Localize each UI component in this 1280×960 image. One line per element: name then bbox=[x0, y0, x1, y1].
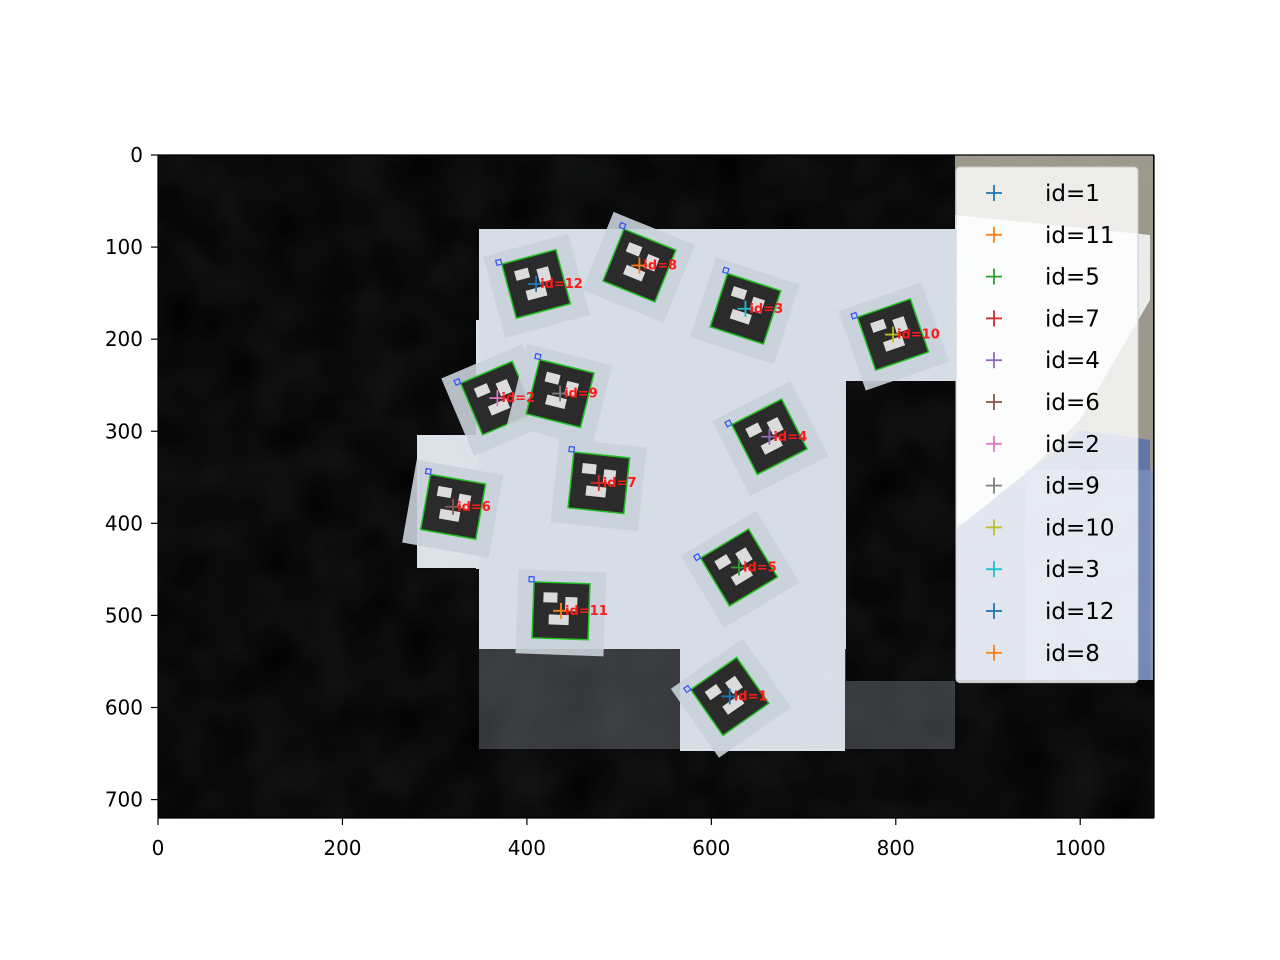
marker-label: id=12 bbox=[540, 277, 583, 292]
marker-id=2: id=2 bbox=[489, 390, 535, 407]
legend-entry: id=9 bbox=[986, 474, 1100, 500]
marker-label: id=10 bbox=[897, 328, 940, 343]
marker-label: id=9 bbox=[564, 386, 598, 401]
marker-id=4: id=4 bbox=[761, 428, 807, 445]
legend-label: id=5 bbox=[1045, 265, 1100, 291]
marker-label: id=7 bbox=[603, 476, 637, 491]
legend-label: id=10 bbox=[1045, 515, 1115, 541]
legend-box bbox=[955, 166, 1139, 684]
legend-label: id=8 bbox=[1045, 641, 1100, 667]
legend-entry: id=6 bbox=[986, 390, 1100, 416]
y-tick-label: 200 bbox=[105, 327, 143, 351]
legend-label: id=9 bbox=[1045, 474, 1100, 500]
legend-label: id=6 bbox=[1045, 390, 1100, 416]
marker-label: id=5 bbox=[743, 561, 777, 576]
y-tick-label: 100 bbox=[105, 235, 143, 259]
marker-label: id=11 bbox=[565, 604, 608, 619]
marker-id=7: id=7 bbox=[590, 474, 637, 491]
legend-entry: id=8 bbox=[986, 641, 1100, 667]
marker-id=9: id=9 bbox=[552, 385, 598, 402]
legend-label: id=1 bbox=[1045, 181, 1100, 207]
marker-label: id=2 bbox=[501, 391, 535, 406]
y-tick-label: 0 bbox=[130, 143, 143, 167]
legend-label: id=7 bbox=[1045, 306, 1100, 332]
marker-id=3: id=3 bbox=[737, 300, 783, 317]
y-tick-label: 600 bbox=[105, 696, 143, 720]
legend-label: id=12 bbox=[1045, 599, 1115, 625]
legend-entry: id=4 bbox=[986, 348, 1100, 374]
marker-label: id=4 bbox=[773, 430, 807, 445]
marker-id=12: id=12 bbox=[528, 275, 583, 292]
x-tick-label: 600 bbox=[692, 836, 730, 860]
marker-id=6: id=6 bbox=[445, 498, 491, 515]
legend-label: id=4 bbox=[1045, 348, 1100, 374]
marker-id=5: id=5 bbox=[731, 559, 777, 576]
marker-id=10: id=10 bbox=[885, 326, 940, 343]
legend-label: id=3 bbox=[1045, 557, 1100, 583]
marker-label: id=6 bbox=[457, 500, 491, 515]
data-markers: id=1 id=11 id=5 id=7 id=4 id=6 id=2 id=9 id=10 id… bbox=[445, 257, 940, 705]
legend-entry: id=1 bbox=[986, 181, 1100, 207]
y-tick-label: 400 bbox=[105, 511, 143, 535]
legend: id=1 id=11 id=5 id=7 id=4 id=6 id=2 id=9 id=10 id… bbox=[955, 166, 1139, 684]
legend-entry: id=12 bbox=[986, 599, 1115, 625]
legend-entry: id=10 bbox=[986, 515, 1115, 541]
legend-entry: id=7 bbox=[986, 306, 1100, 332]
x-axis: 0 200 400 600 800 1000 bbox=[152, 818, 1106, 860]
x-tick-label: 1000 bbox=[1055, 836, 1106, 860]
x-tick-label: 800 bbox=[877, 836, 915, 860]
legend-entry: id=11 bbox=[986, 223, 1115, 249]
y-axis: 0 100 200 300 400 500 600 700 bbox=[105, 143, 158, 812]
marker-id=1: id=1 bbox=[721, 688, 768, 705]
legend-label: id=11 bbox=[1045, 223, 1115, 249]
legend-entry: id=5 bbox=[986, 265, 1100, 291]
marker-id=8: id=8 bbox=[631, 257, 677, 274]
legend-label: id=2 bbox=[1045, 432, 1100, 458]
legend-entry: id=3 bbox=[986, 557, 1100, 583]
marker-label: id=1 bbox=[734, 689, 768, 704]
marker-label: id=8 bbox=[643, 259, 677, 274]
marker-id=11: id=11 bbox=[553, 602, 608, 619]
marker-label: id=3 bbox=[749, 302, 783, 317]
x-tick-label: 0 bbox=[152, 836, 165, 860]
y-tick-label: 300 bbox=[105, 419, 143, 443]
y-tick-label: 700 bbox=[105, 788, 143, 812]
x-tick-label: 200 bbox=[323, 836, 361, 860]
x-tick-label: 400 bbox=[508, 836, 546, 860]
legend-entry: id=2 bbox=[986, 432, 1100, 458]
aruco-tag bbox=[712, 381, 829, 496]
y-tick-label: 500 bbox=[105, 603, 143, 627]
